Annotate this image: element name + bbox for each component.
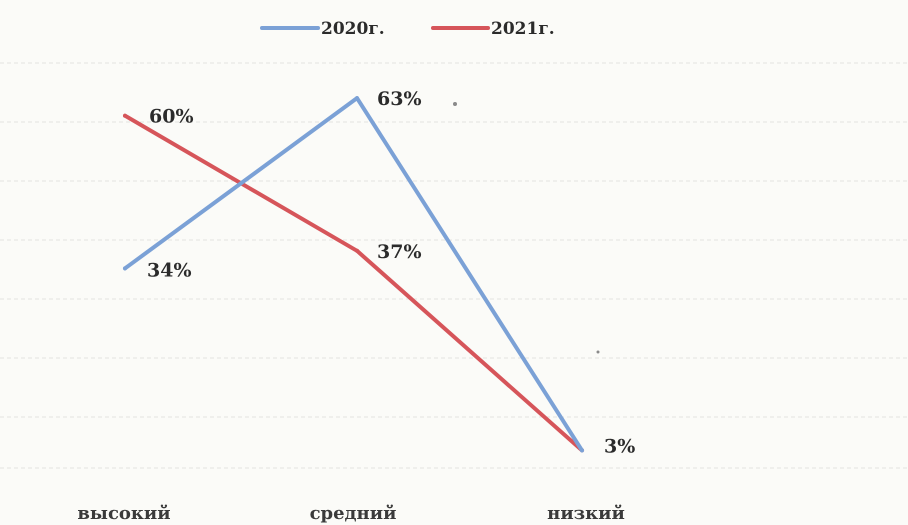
data-label: 34% xyxy=(147,259,192,281)
series-layer xyxy=(123,96,584,453)
x-tick-label: высокий xyxy=(77,503,170,524)
data-point xyxy=(355,96,359,101)
data-point xyxy=(123,266,127,271)
x-axis: высокий средний низкий xyxy=(77,503,624,524)
data-label: 63% xyxy=(377,88,422,110)
legend-label: 2021г. xyxy=(491,19,555,39)
speck-mark xyxy=(453,102,457,106)
legend: 2020г. 2021г. xyxy=(260,19,555,39)
data-point xyxy=(355,248,359,253)
data-point xyxy=(580,448,584,453)
speck-mark xyxy=(596,350,600,354)
grid-lines xyxy=(0,62,908,469)
data-point xyxy=(123,113,127,118)
data-label: 3% xyxy=(604,435,635,457)
legend-label: 2020г. xyxy=(321,19,385,39)
x-tick-label: средний xyxy=(310,503,397,524)
data-labels: 34% 63% 3% 60% 37% xyxy=(147,88,635,457)
data-label: 37% xyxy=(377,241,422,263)
data-label: 60% xyxy=(149,106,194,128)
series-line xyxy=(123,113,584,453)
x-tick-label: низкий xyxy=(547,503,625,524)
series-line xyxy=(123,96,584,453)
